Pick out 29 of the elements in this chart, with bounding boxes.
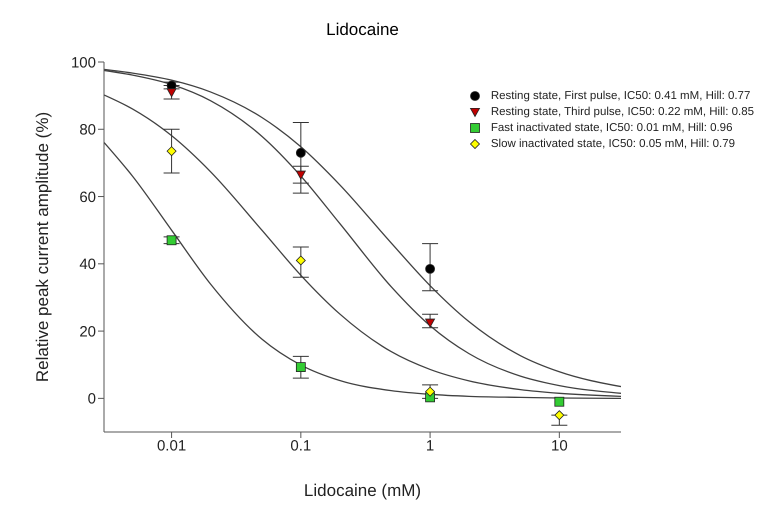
legend-label: Slow inactivated state, IC50: 0.05 mM, Hill: 0.79 <box>490 137 736 152</box>
point <box>425 264 435 274</box>
y-tick-label: 40 <box>79 256 96 274</box>
legend-label: Resting state, First pulse, IC50: 0.41 mM, Hill: 0.77 <box>490 89 750 104</box>
point <box>425 318 435 328</box>
legend-label: Resting state, Third pulse, IC50: 0.22 mM, Hill: 0.85 <box>490 105 754 120</box>
y-tick-label: 60 <box>79 188 96 206</box>
point <box>296 256 306 266</box>
x-tick-label: 0.01 <box>156 438 186 455</box>
point <box>554 396 564 407</box>
y-tick-label: 20 <box>79 323 96 340</box>
point <box>166 88 176 98</box>
point <box>425 386 435 397</box>
point <box>296 362 306 372</box>
y-tick-label: 100 <box>70 54 96 72</box>
x-tick-label: 0.1 <box>290 438 312 455</box>
x-tick-label: 1 <box>426 438 434 455</box>
y-axis-title: Relative peak current amplitude (%) <box>33 112 52 382</box>
point <box>166 146 176 156</box>
x-axis-title: Lidocaine (mM) <box>304 481 422 500</box>
x-tick-label: 10 <box>550 438 568 455</box>
point <box>554 410 564 420</box>
point <box>296 170 306 180</box>
y-tick-label: 0 <box>88 390 96 408</box>
legend-label: Fast inactivated state, IC50: 0.01 mM, Hill: 0.96 <box>490 121 732 136</box>
y-tick-label: 80 <box>79 122 96 139</box>
point <box>166 235 176 246</box>
chart-title: Lidocaine <box>325 20 400 40</box>
point <box>296 148 306 158</box>
